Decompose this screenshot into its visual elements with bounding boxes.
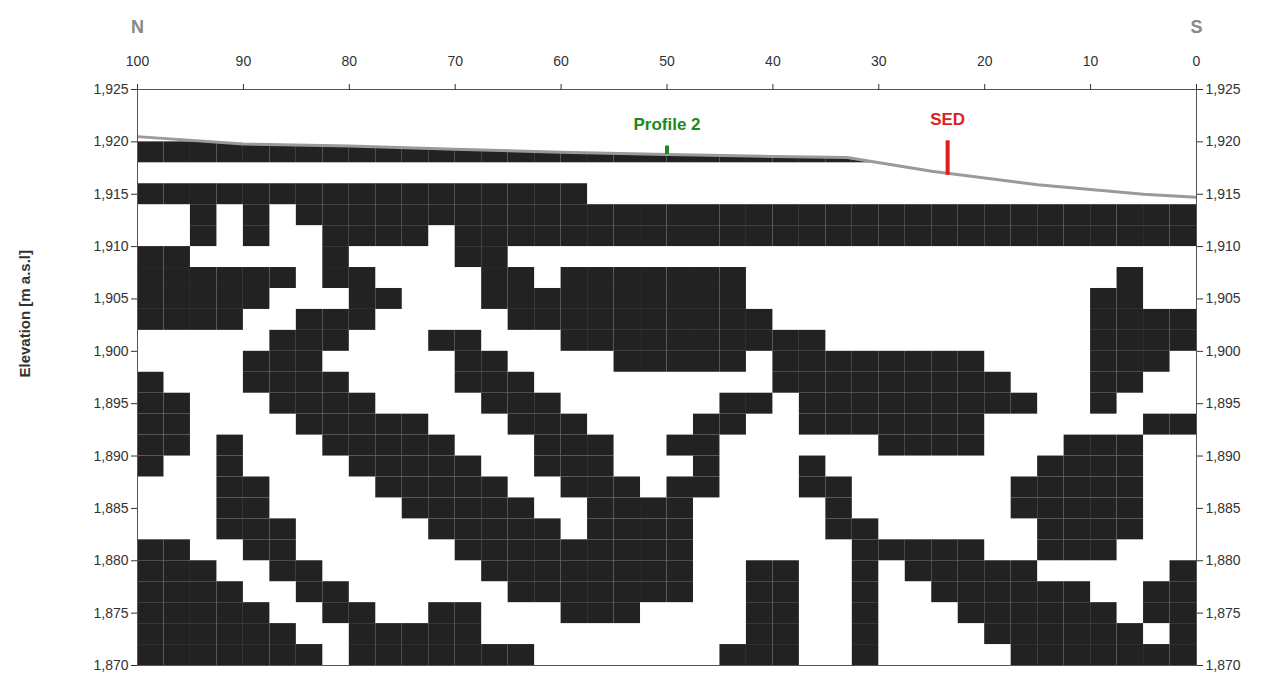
svg-text:20: 20 [977,53,993,69]
svg-text:0: 0 [1193,53,1201,69]
svg-text:100: 100 [126,53,150,69]
svg-text:30: 30 [871,53,887,69]
svg-text:1,905: 1,905 [1206,290,1241,306]
svg-text:1,910: 1,910 [93,238,128,254]
svg-text:1,890: 1,890 [1206,448,1241,464]
svg-text:1,915: 1,915 [1206,186,1241,202]
svg-text:1,880: 1,880 [1206,552,1241,568]
svg-text:70: 70 [447,53,463,69]
svg-text:10: 10 [1083,53,1099,69]
svg-text:1,915: 1,915 [93,186,128,202]
svg-text:1,885: 1,885 [1206,500,1241,516]
svg-text:1,895: 1,895 [1206,395,1241,411]
svg-text:1,920: 1,920 [1206,133,1241,149]
svg-text:1,925: 1,925 [1206,81,1241,97]
svg-text:N: N [131,17,144,37]
svg-text:SED: SED [930,110,965,129]
svg-text:S: S [1190,17,1202,37]
svg-text:1,910: 1,910 [1206,238,1241,254]
svg-text:80: 80 [342,53,358,69]
svg-text:1,925: 1,925 [93,81,128,97]
svg-text:Profile 2: Profile 2 [633,115,700,134]
svg-text:1,895: 1,895 [93,395,128,411]
svg-text:1,905: 1,905 [93,290,128,306]
svg-text:1,900: 1,900 [1206,343,1241,359]
svg-text:90: 90 [236,53,252,69]
svg-text:1,875: 1,875 [93,605,128,621]
svg-text:1,900: 1,900 [93,343,128,359]
svg-text:1,885: 1,885 [93,500,128,516]
svg-text:1,875: 1,875 [1206,605,1241,621]
svg-text:1,870: 1,870 [1206,657,1241,673]
svg-text:40: 40 [765,53,781,69]
svg-text:1,880: 1,880 [93,552,128,568]
svg-text:50: 50 [659,53,675,69]
svg-text:1,870: 1,870 [93,657,128,673]
svg-text:Elevation [m a.s.l]: Elevation [m a.s.l] [16,250,33,378]
svg-text:1,890: 1,890 [93,448,128,464]
svg-text:1,920: 1,920 [93,133,128,149]
svg-text:60: 60 [553,53,569,69]
